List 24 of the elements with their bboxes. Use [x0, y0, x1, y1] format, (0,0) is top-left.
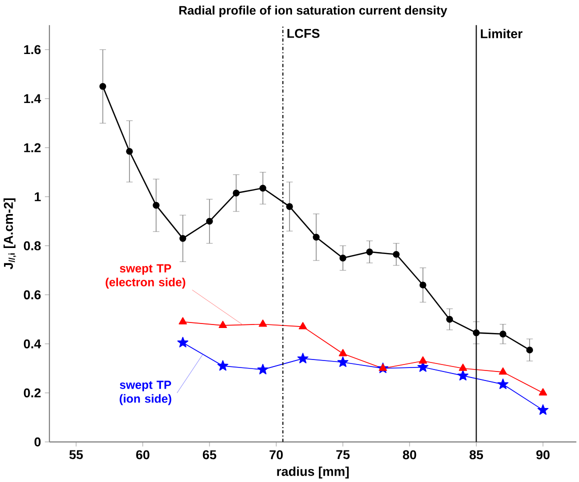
y-tick-label: 1.2	[24, 143, 41, 152]
y-tick-label: 0.2	[24, 388, 41, 398]
chart-title: Radial profile of ion saturation current density	[179, 6, 448, 18]
x-tick-label: 80	[402, 450, 416, 460]
ref-line-label: LCFS	[287, 28, 320, 38]
y-tick-label: 0	[34, 437, 41, 446]
x-tick-label: 55	[69, 450, 83, 460]
x-tick-label: 70	[270, 450, 283, 460]
y-tick-label: 1.6	[24, 45, 41, 54]
x-tick-label: 90	[536, 450, 550, 460]
y-tick-label: 0.6	[24, 290, 41, 300]
y-tick-label: 0.4	[24, 339, 42, 348]
y-tick-label: 1.4	[24, 94, 42, 104]
y-tick-label: 1	[34, 192, 41, 202]
ref-line-label: Limiter	[480, 28, 522, 38]
x-axis-title: radius [mm]	[277, 466, 349, 478]
x-tick-label: 65	[202, 450, 216, 460]
text: swept TP (ion side)	[120, 380, 172, 406]
x-tick-label: 60	[136, 450, 150, 460]
x-tick-label: 75	[336, 450, 350, 460]
y-tick-label: 0.8	[24, 241, 41, 250]
x-tick-label: 85	[470, 450, 484, 460]
text: swept TP (electron side)	[106, 264, 186, 289]
y-axis-title: J$_{//,i}$ [A.cm-2]	[4, 198, 16, 270]
